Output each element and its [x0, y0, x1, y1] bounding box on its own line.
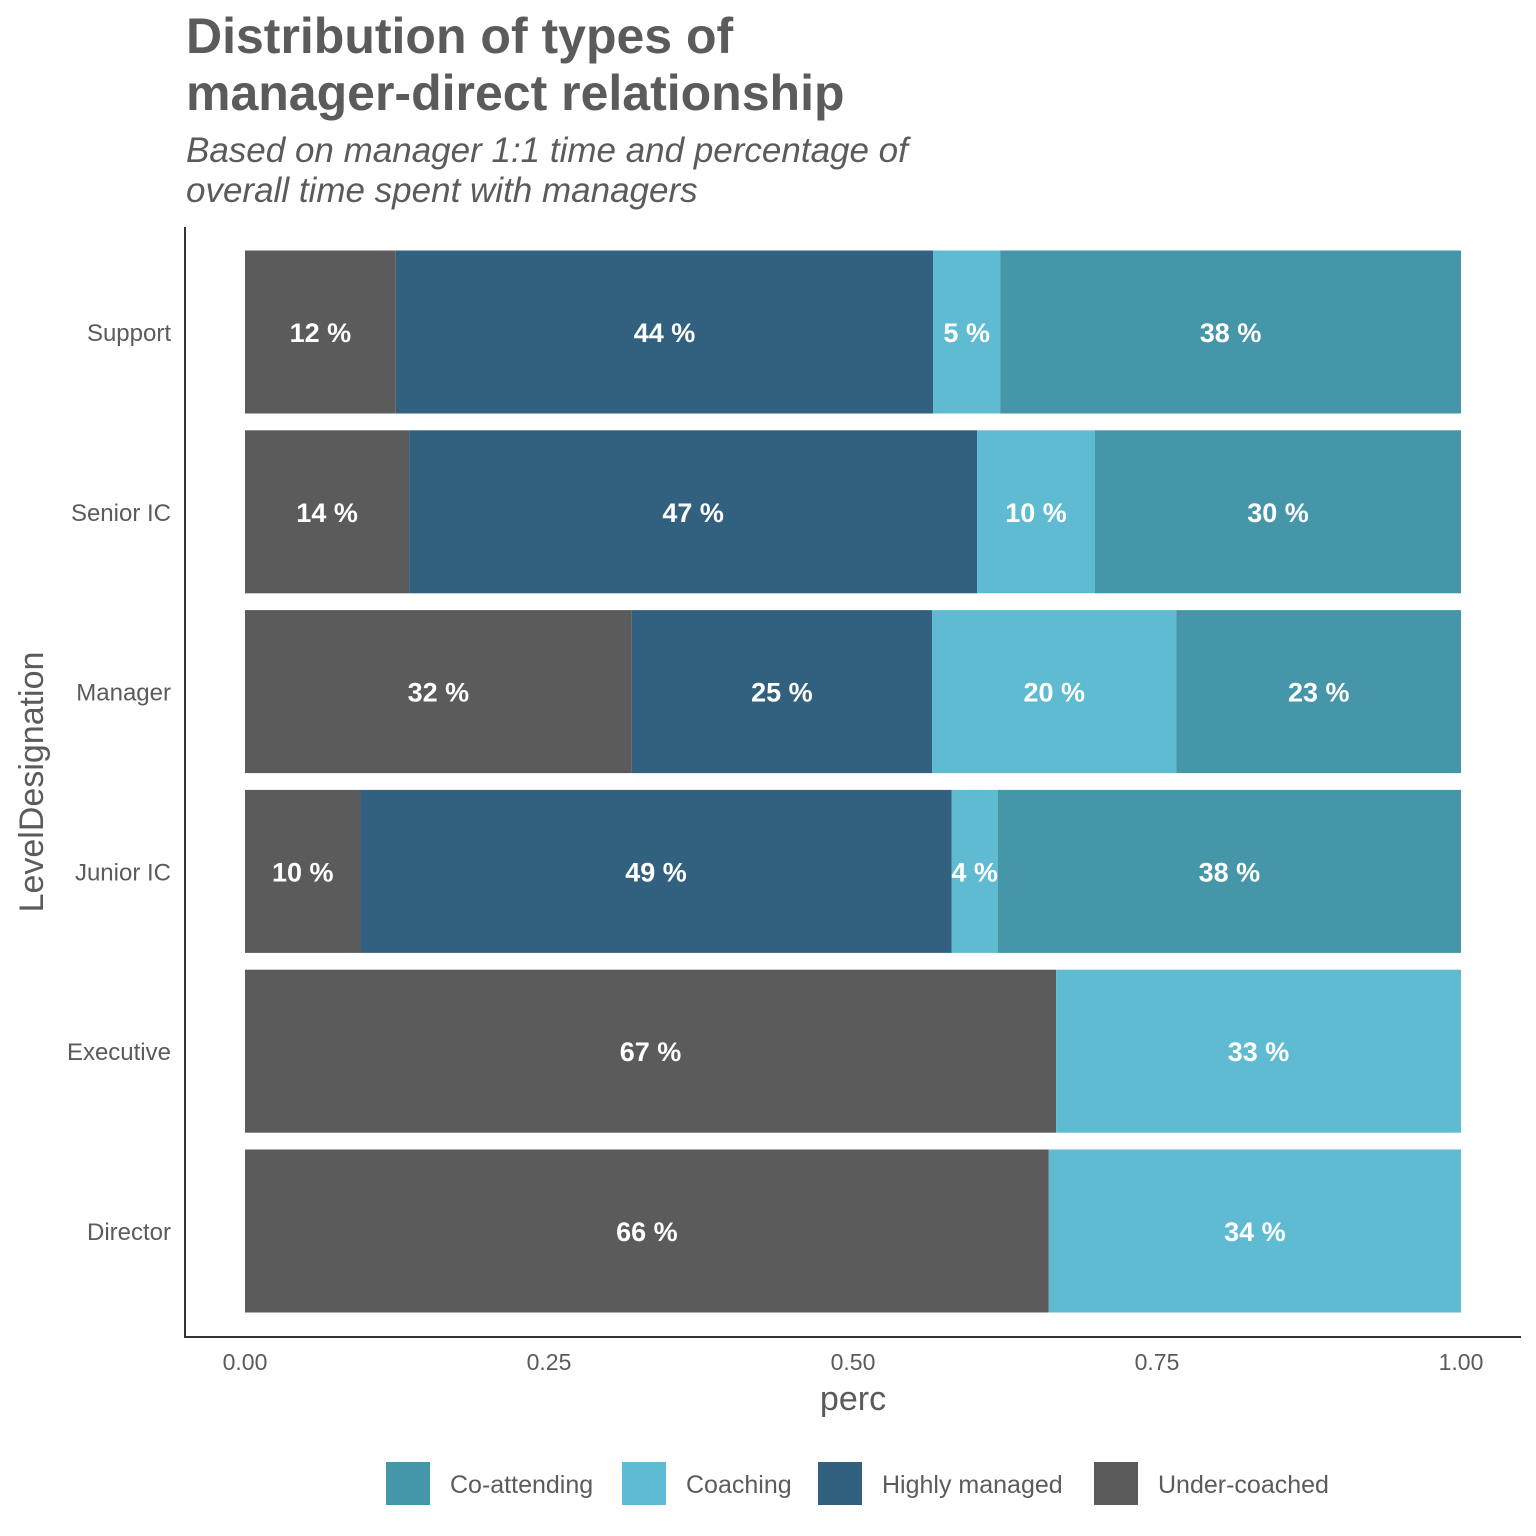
data-label-junior-ic-under-coached: 10 % — [272, 857, 334, 887]
legend-label-co-attending: Co-attending — [450, 1471, 593, 1499]
data-label-executive-under-coached: 67 % — [620, 1037, 682, 1067]
category-label-director: Director — [87, 1219, 171, 1246]
bar-support-co-attending — [1000, 250, 1461, 414]
x-tick-label: 0.50 — [831, 1349, 876, 1375]
bar-executive-under-coached — [245, 969, 1057, 1133]
category-label-executive: Executive — [67, 1039, 171, 1066]
x-ticks-layer: 0.00 0.25 0.50 0.75 1.00 — [223, 1349, 1484, 1375]
data-label-junior-ic-co-attending: 38 % — [1199, 857, 1261, 887]
bars-layer — [245, 250, 1461, 1313]
bar-junior-ic-highly-managed — [360, 789, 952, 953]
data-label-manager-co-attending: 23 % — [1288, 678, 1350, 708]
category-labels-layer: Support Senior IC Manager Junior IC Executiv… — [67, 320, 171, 1246]
bar-junior-ic-co-attending — [997, 789, 1461, 953]
data-label-manager-under-coached: 32 % — [408, 678, 470, 708]
bar-manager-highly-managed — [631, 610, 933, 774]
legend: Co-attending Coaching Highly managed Under-… — [386, 1462, 1329, 1505]
data-label-support-co-attending: 38 % — [1200, 318, 1262, 348]
data-label-manager-highly-managed: 25 % — [751, 678, 813, 708]
category-label-junior-ic: Junior IC — [75, 859, 171, 886]
data-label-senior-ic-co-attending: 30 % — [1247, 498, 1309, 528]
x-tick-label: 0.25 — [527, 1349, 572, 1375]
bar-executive-coaching — [1056, 969, 1461, 1133]
category-label-manager: Manager — [76, 680, 171, 707]
chart-title-line-1: Distribution of types of — [186, 8, 734, 64]
data-label-support-highly-managed: 44 % — [634, 318, 696, 348]
legend-swatch-co-attending — [386, 1462, 430, 1505]
bar-manager-co-attending — [1176, 610, 1461, 774]
x-tick-label: 0.75 — [1135, 1349, 1180, 1375]
chart-subtitle-line-1: Based on manager 1:1 time and percentage… — [186, 131, 911, 170]
bar-support-under-coached — [245, 250, 396, 414]
data-label-senior-ic-under-coached: 14 % — [296, 498, 358, 528]
bar-manager-coaching — [932, 610, 1177, 774]
data-label-director-coaching: 34 % — [1224, 1217, 1286, 1247]
data-label-senior-ic-coaching: 10 % — [1005, 498, 1067, 528]
data-label-support-coaching: 5 % — [943, 318, 990, 348]
y-axis-title: LevelDesignation — [13, 652, 51, 913]
data-label-director-under-coached: 66 % — [616, 1217, 678, 1247]
chart-title-line-2: manager-direct relationship — [186, 65, 845, 121]
category-label-support: Support — [87, 320, 171, 347]
bar-support-coaching — [933, 250, 1001, 414]
bar-senior-ic-coaching — [977, 430, 1095, 594]
legend-swatch-highly-managed — [818, 1462, 862, 1505]
category-label-senior-ic: Senior IC — [71, 500, 171, 527]
legend-swatch-under-coached — [1094, 1462, 1138, 1505]
data-label-support-under-coached: 12 % — [290, 318, 352, 348]
bar-junior-ic-coaching — [951, 789, 998, 953]
data-label-executive-coaching: 33 % — [1228, 1037, 1290, 1067]
bar-director-coaching — [1048, 1149, 1461, 1313]
bar-support-highly-managed — [395, 250, 934, 414]
data-label-senior-ic-highly-managed: 47 % — [662, 498, 724, 528]
x-axis-title: perc — [820, 1380, 886, 1418]
bar-labels-layer: 12 % 44 % 5 % 38 % 14 % 47 % 10 % 30 % 32 % 25 % 2… — [272, 318, 1350, 1247]
bar-senior-ic-highly-managed — [409, 430, 978, 594]
x-tick-label: 1.00 — [1439, 1349, 1484, 1375]
legend-swatch-coaching — [622, 1462, 666, 1505]
legend-label-coaching: Coaching — [686, 1471, 792, 1499]
data-label-manager-coaching: 20 % — [1023, 678, 1085, 708]
chart-subtitle-line-2: overall time spent with managers — [186, 171, 698, 210]
legend-label-under-coached: Under-coached — [1158, 1471, 1329, 1499]
bar-manager-under-coached — [245, 610, 632, 774]
data-label-junior-ic-highly-managed: 49 % — [625, 857, 687, 887]
bar-director-under-coached — [245, 1149, 1049, 1313]
data-label-junior-ic-coaching: 4 % — [951, 857, 998, 887]
x-tick-label: 0.00 — [223, 1349, 268, 1375]
bar-junior-ic-under-coached — [245, 789, 361, 953]
bar-senior-ic-under-coached — [245, 430, 410, 594]
legend-label-highly-managed: Highly managed — [882, 1471, 1063, 1499]
bar-senior-ic-co-attending — [1094, 430, 1461, 594]
